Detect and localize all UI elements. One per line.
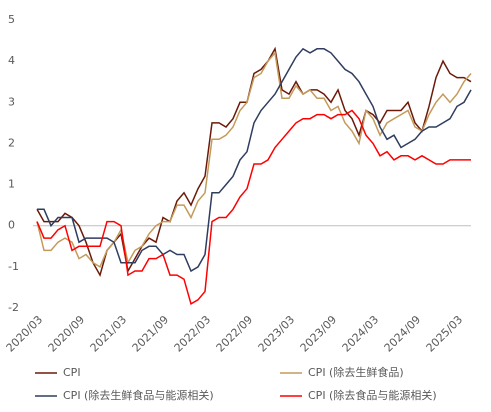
line-series bbox=[37, 47, 472, 273]
x-tick-label: 2021/03 bbox=[88, 313, 130, 355]
y-tick-label: 5 bbox=[8, 13, 15, 26]
x-tick-label: 2022/09 bbox=[214, 313, 256, 355]
x-tick-label: 2020/03 bbox=[4, 313, 46, 355]
x-tick-label: 2023/09 bbox=[298, 313, 340, 355]
x-tick-label: 2024/03 bbox=[340, 313, 382, 355]
y-tick-label: 1 bbox=[8, 178, 15, 191]
line-series bbox=[36, 51, 472, 268]
legend-label: CPI (除去生鲜食品) bbox=[308, 365, 404, 379]
x-tick-label: 2025/03 bbox=[424, 313, 466, 355]
y-tick-label: -2 bbox=[8, 301, 19, 314]
legend-label: CPI (除去食品与能源相关) bbox=[308, 388, 437, 402]
x-tick-label: 2024/09 bbox=[382, 313, 424, 355]
x-tick-label: 2022/03 bbox=[172, 313, 214, 355]
legend-label: CPI (除去生鲜食品与能源相关) bbox=[63, 388, 214, 402]
x-tick-label: 2020/09 bbox=[46, 313, 88, 355]
y-tick-label: 2 bbox=[8, 136, 15, 149]
y-tick-label: 4 bbox=[8, 54, 15, 67]
y-tick-label: 3 bbox=[8, 95, 15, 108]
y-tick-label: 0 bbox=[8, 219, 15, 232]
x-tick-label: 2023/03 bbox=[256, 313, 298, 355]
x-tick-label: 2021/09 bbox=[130, 313, 172, 355]
line-series bbox=[36, 109, 471, 306]
y-tick-label: -1 bbox=[8, 260, 19, 273]
legend-label: CPI bbox=[63, 366, 81, 379]
